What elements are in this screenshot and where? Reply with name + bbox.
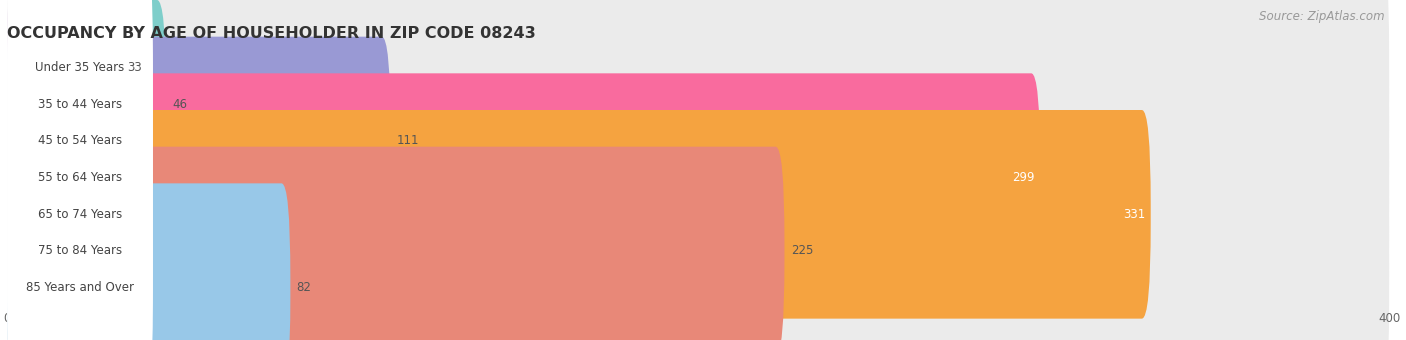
FancyBboxPatch shape	[7, 147, 785, 340]
FancyBboxPatch shape	[7, 19, 153, 263]
Text: 33: 33	[128, 61, 142, 74]
Text: 55 to 64 Years: 55 to 64 Years	[38, 171, 122, 184]
FancyBboxPatch shape	[7, 110, 1150, 319]
Text: 45 to 54 Years: 45 to 54 Years	[38, 135, 122, 148]
FancyBboxPatch shape	[7, 92, 153, 336]
FancyBboxPatch shape	[7, 0, 121, 172]
Text: 35 to 44 Years: 35 to 44 Years	[38, 98, 122, 111]
FancyBboxPatch shape	[7, 73, 1040, 282]
FancyBboxPatch shape	[7, 92, 1389, 336]
FancyBboxPatch shape	[7, 166, 1389, 340]
Text: 111: 111	[396, 135, 419, 148]
FancyBboxPatch shape	[7, 0, 153, 190]
FancyBboxPatch shape	[7, 56, 153, 300]
Text: 85 Years and Over: 85 Years and Over	[25, 281, 134, 294]
FancyBboxPatch shape	[7, 19, 1389, 263]
FancyBboxPatch shape	[7, 166, 153, 340]
Text: 331: 331	[1123, 208, 1146, 221]
FancyBboxPatch shape	[7, 0, 153, 226]
Text: 225: 225	[790, 244, 813, 257]
FancyBboxPatch shape	[7, 56, 1389, 300]
Text: OCCUPANCY BY AGE OF HOUSEHOLDER IN ZIP CODE 08243: OCCUPANCY BY AGE OF HOUSEHOLDER IN ZIP C…	[7, 26, 536, 41]
FancyBboxPatch shape	[7, 129, 153, 340]
Text: 299: 299	[1012, 171, 1035, 184]
Text: 75 to 84 Years: 75 to 84 Years	[38, 244, 122, 257]
Text: Source: ZipAtlas.com: Source: ZipAtlas.com	[1260, 10, 1385, 23]
FancyBboxPatch shape	[7, 0, 166, 209]
FancyBboxPatch shape	[7, 183, 291, 340]
Text: Under 35 Years: Under 35 Years	[35, 61, 125, 74]
Text: 82: 82	[297, 281, 312, 294]
Text: 65 to 74 Years: 65 to 74 Years	[38, 208, 122, 221]
FancyBboxPatch shape	[7, 37, 391, 245]
FancyBboxPatch shape	[7, 0, 1389, 190]
FancyBboxPatch shape	[7, 129, 1389, 340]
FancyBboxPatch shape	[7, 0, 1389, 226]
Text: 46: 46	[173, 98, 187, 111]
